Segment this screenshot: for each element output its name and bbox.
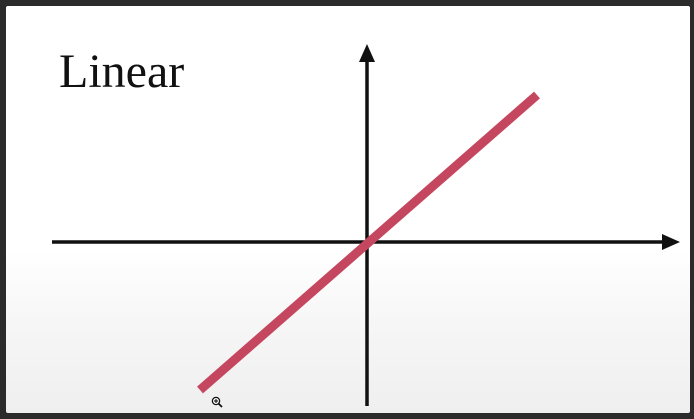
zoom-in-cursor-icon bbox=[211, 396, 223, 408]
y-axis-arrowhead bbox=[359, 44, 375, 62]
x-axis-arrowhead bbox=[662, 234, 680, 250]
slide: Linear bbox=[6, 6, 690, 413]
linear-function-line bbox=[197, 91, 540, 394]
slide-title: Linear bbox=[59, 45, 185, 98]
